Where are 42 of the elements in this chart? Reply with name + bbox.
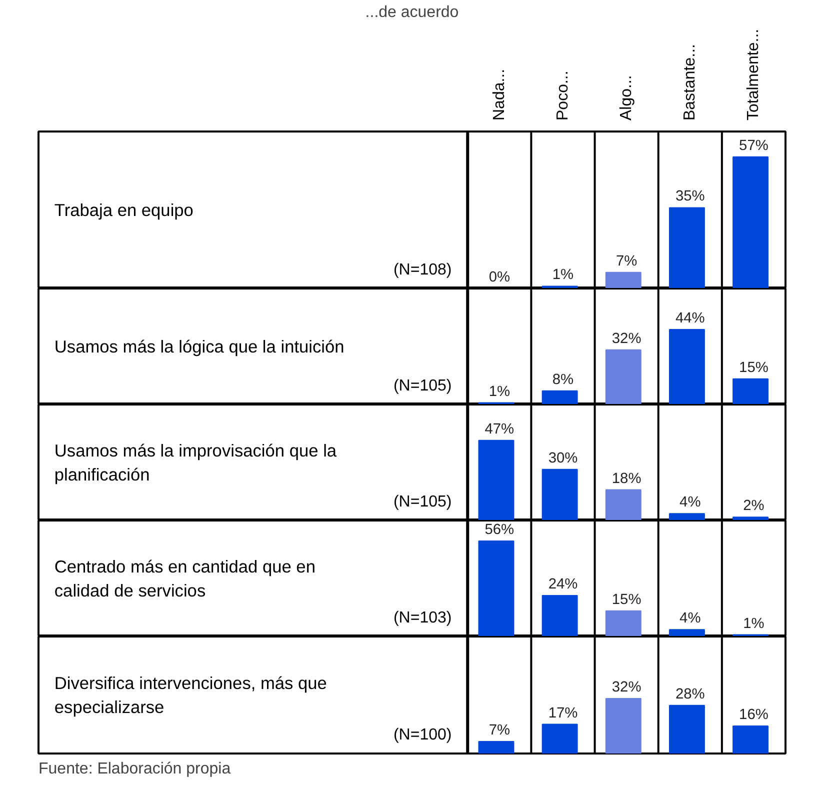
data-label: 0%: [488, 270, 510, 286]
text: (N=103): [393, 610, 452, 626]
x-tick-label: Poco...: [554, 70, 572, 120]
data-label: 1%: [552, 267, 574, 284]
data-label: 30%: [548, 450, 578, 466]
y-axis-title: Centrado más en cantidad que en calidad de servicios: [54, 556, 316, 600]
text: (N=105): [393, 494, 452, 510]
data-label: 18%: [612, 470, 642, 487]
data-label: 47%: [484, 421, 514, 438]
data-label: 35%: [675, 188, 705, 205]
data-label: 7%: [488, 722, 510, 738]
y-axis-title: Diversifica intervenciones, más que especializarse: [54, 673, 327, 717]
data-label: 15%: [612, 592, 642, 608]
data-label: 7%: [616, 253, 638, 270]
data-label: 1%: [488, 384, 510, 400]
data-label: 57%: [739, 138, 768, 154]
text: (N=105): [393, 378, 452, 394]
x-tick-label: Algo...: [618, 75, 636, 120]
y-axis-title: Usamos más la improvisación que la planificación: [54, 440, 337, 484]
x-axis-title: ...de acuerdo: [365, 4, 459, 21]
data-label: 4%: [680, 610, 701, 627]
y-axis-title: Trabaja en equipo: [54, 200, 194, 220]
data-label: 2%: [743, 498, 764, 514]
data-label: 56%: [484, 522, 514, 538]
text: (N=108): [393, 262, 452, 278]
data-label: 32%: [612, 330, 642, 347]
data-label: 24%: [548, 576, 578, 593]
text: (N=100): [393, 726, 452, 744]
data-label: 8%: [552, 372, 574, 388]
data-label: 28%: [675, 686, 705, 702]
data-label: 16%: [739, 706, 768, 723]
data-label: 32%: [612, 679, 642, 696]
data-label: 15%: [739, 360, 768, 376]
x-tick-label: Totalmente...: [745, 28, 762, 120]
x-tick-label: Nada...: [490, 68, 508, 120]
y-axis-title: Usamos más la lógica que la intuición: [54, 336, 344, 356]
data-label: 1%: [743, 616, 764, 632]
source-note: Fuente: Elaboración propia: [38, 760, 231, 778]
data-label: 4%: [680, 494, 701, 511]
x-tick-label: Bastante...: [682, 44, 699, 120]
data-label: 44%: [675, 310, 705, 326]
data-label: 17%: [548, 705, 578, 722]
